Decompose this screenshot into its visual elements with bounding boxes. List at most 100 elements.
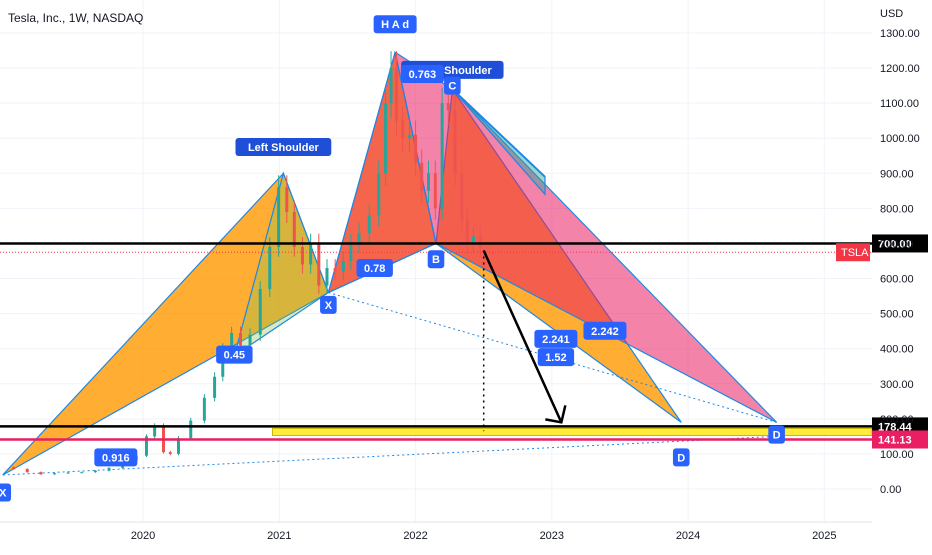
y-tick-label: 1200.00: [880, 63, 920, 75]
candle-body: [460, 173, 464, 219]
level-tag-700.00: [872, 234, 928, 253]
x-tick-label: 2024: [676, 530, 700, 542]
x-tick-label: 2021: [267, 530, 291, 542]
y-tick-label: 1000.00: [880, 133, 920, 145]
candle-body: [367, 215, 371, 233]
y-tick-label: 0.00: [880, 484, 901, 496]
x-to-d-dotted-line: [2, 435, 777, 476]
candle-body: [357, 232, 361, 244]
level-tag-text: 141.13: [878, 434, 912, 446]
pattern-label-box: [216, 345, 253, 364]
candle-body: [176, 438, 180, 454]
candle-body: [377, 173, 381, 216]
pattern-label-box: [373, 15, 417, 34]
y-tick-label: 600.00: [880, 274, 914, 286]
candle-body: [341, 261, 345, 272]
projection-arrow: [482, 249, 563, 423]
candle-body: [258, 289, 262, 335]
pattern-label-box: [583, 321, 627, 340]
candle-body: [317, 243, 321, 286]
x-tick-label: 2023: [540, 530, 564, 542]
pattern-label: 0.78: [364, 263, 385, 275]
pattern-label-box: [320, 295, 337, 314]
candle-body: [414, 134, 418, 163]
y-tick-label: 400.00: [880, 344, 914, 356]
chart-title: Tesla, Inc., 1W, NASDAQ: [8, 11, 143, 25]
pattern-label-box: [94, 448, 138, 467]
candle-body: [333, 268, 337, 272]
candle-body: [80, 472, 84, 474]
level-tag-141.13: [872, 430, 928, 449]
pattern-label-box: [534, 329, 578, 348]
candle-body: [268, 246, 272, 290]
pattern-label-box: [0, 483, 12, 502]
candle-body: [213, 376, 217, 398]
currency-label: USD: [880, 8, 903, 20]
current-price-tag: [836, 243, 870, 262]
candle-body: [433, 173, 437, 209]
y-tick-label: 1300.00: [880, 28, 920, 40]
candle-body: [189, 420, 193, 439]
y-tick-label: 900.00: [880, 168, 914, 180]
candle-body: [153, 425, 157, 437]
candle-body: [285, 187, 289, 212]
candle-body: [420, 162, 424, 191]
candle-body: [427, 173, 431, 191]
pattern-label: 1.52: [545, 352, 566, 364]
candle-body: [25, 469, 29, 473]
pattern-label: D: [773, 430, 781, 442]
candle-body: [107, 467, 111, 471]
pattern-shoulder: [233, 171, 330, 358]
pattern-label-box: [356, 259, 393, 278]
y-tick-label: 500.00: [880, 309, 914, 321]
pattern-label: X: [0, 488, 7, 500]
y-tick-label: 800.00: [880, 203, 914, 215]
candle-body: [300, 246, 304, 265]
candle-body: [478, 236, 482, 247]
y-tick-label: 700.00: [880, 238, 914, 250]
candle-body: [394, 68, 398, 121]
pattern-label: D: [677, 452, 685, 464]
candle-body: [440, 103, 444, 209]
candle-body: [292, 211, 296, 247]
pattern-label-box: [444, 76, 461, 95]
candle-body: [471, 236, 475, 244]
projection-arrowhead: [545, 405, 567, 424]
pattern-label-box: [672, 448, 690, 467]
pattern-label: 2.241: [542, 334, 570, 346]
candle-body: [248, 334, 252, 346]
pattern-label: 2.242: [591, 326, 619, 338]
pattern-label: B: [432, 254, 440, 266]
pattern-label: 0.763: [409, 69, 437, 81]
candle-body: [12, 467, 16, 470]
candle-body: [401, 120, 405, 139]
pattern-label-box: [768, 425, 785, 444]
candle-body: [453, 110, 457, 174]
right-shoulder-line: [451, 88, 546, 178]
pattern-label: H A d: [381, 19, 409, 31]
candle-body: [389, 68, 393, 104]
candle-body: [465, 218, 469, 244]
candle-body: [349, 243, 353, 261]
level-tag-text: 700.00: [878, 238, 912, 250]
pattern-label-box: [235, 138, 332, 156]
pattern-label: 0.916: [102, 452, 130, 464]
candle-body: [277, 187, 281, 247]
y-tick-label: 1100.00: [880, 98, 919, 110]
y-tick-label: 300.00: [880, 379, 914, 391]
candle-body: [309, 243, 313, 265]
pattern-label: Left Shoulder: [248, 142, 320, 154]
pattern-label: X: [325, 300, 333, 312]
candle-body: [168, 452, 172, 454]
pattern-label: 0.45: [224, 350, 245, 362]
y-tick-label: 200.00: [880, 414, 914, 426]
candle-body: [202, 397, 206, 421]
pattern-label-box: [537, 348, 575, 367]
y-tick-label: 100.00: [880, 449, 914, 461]
candle-body: [384, 103, 388, 174]
candle-body: [66, 472, 70, 474]
x-tick-label: 2022: [403, 530, 427, 542]
pattern-label-box: [400, 65, 444, 84]
